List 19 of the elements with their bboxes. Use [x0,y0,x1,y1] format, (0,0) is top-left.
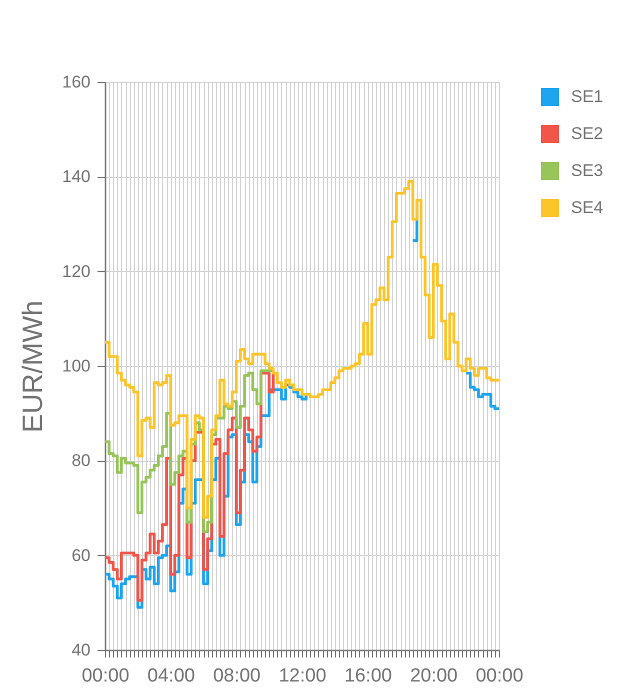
x-tick-label: 00:00 [82,666,130,686]
legend-label: SE2 [571,124,604,143]
legend-label: SE3 [571,161,604,180]
x-tick-label: 12:00 [278,666,326,686]
y-tick-label: 80 [72,451,90,470]
legend-label: SE4 [571,198,604,217]
y-tick-label: 140 [62,167,90,186]
legend-label: SE1 [571,87,604,106]
y-tick-label: 100 [62,356,90,376]
x-tick-label: 16:00 [344,666,392,686]
x-tick-label: 20:00 [410,666,458,686]
y-tick-label: 60 [72,546,90,565]
x-tick-label: 04:00 [147,666,195,686]
x-tick-label: 00:00 [476,666,524,686]
y-tick-label: 120 [62,262,90,281]
y-tick-label: 40 [72,640,90,660]
y-tick-label: 160 [62,72,90,92]
y-axis-title: EUR/MWh [17,300,48,433]
x-tick-label: 08:00 [213,666,261,686]
